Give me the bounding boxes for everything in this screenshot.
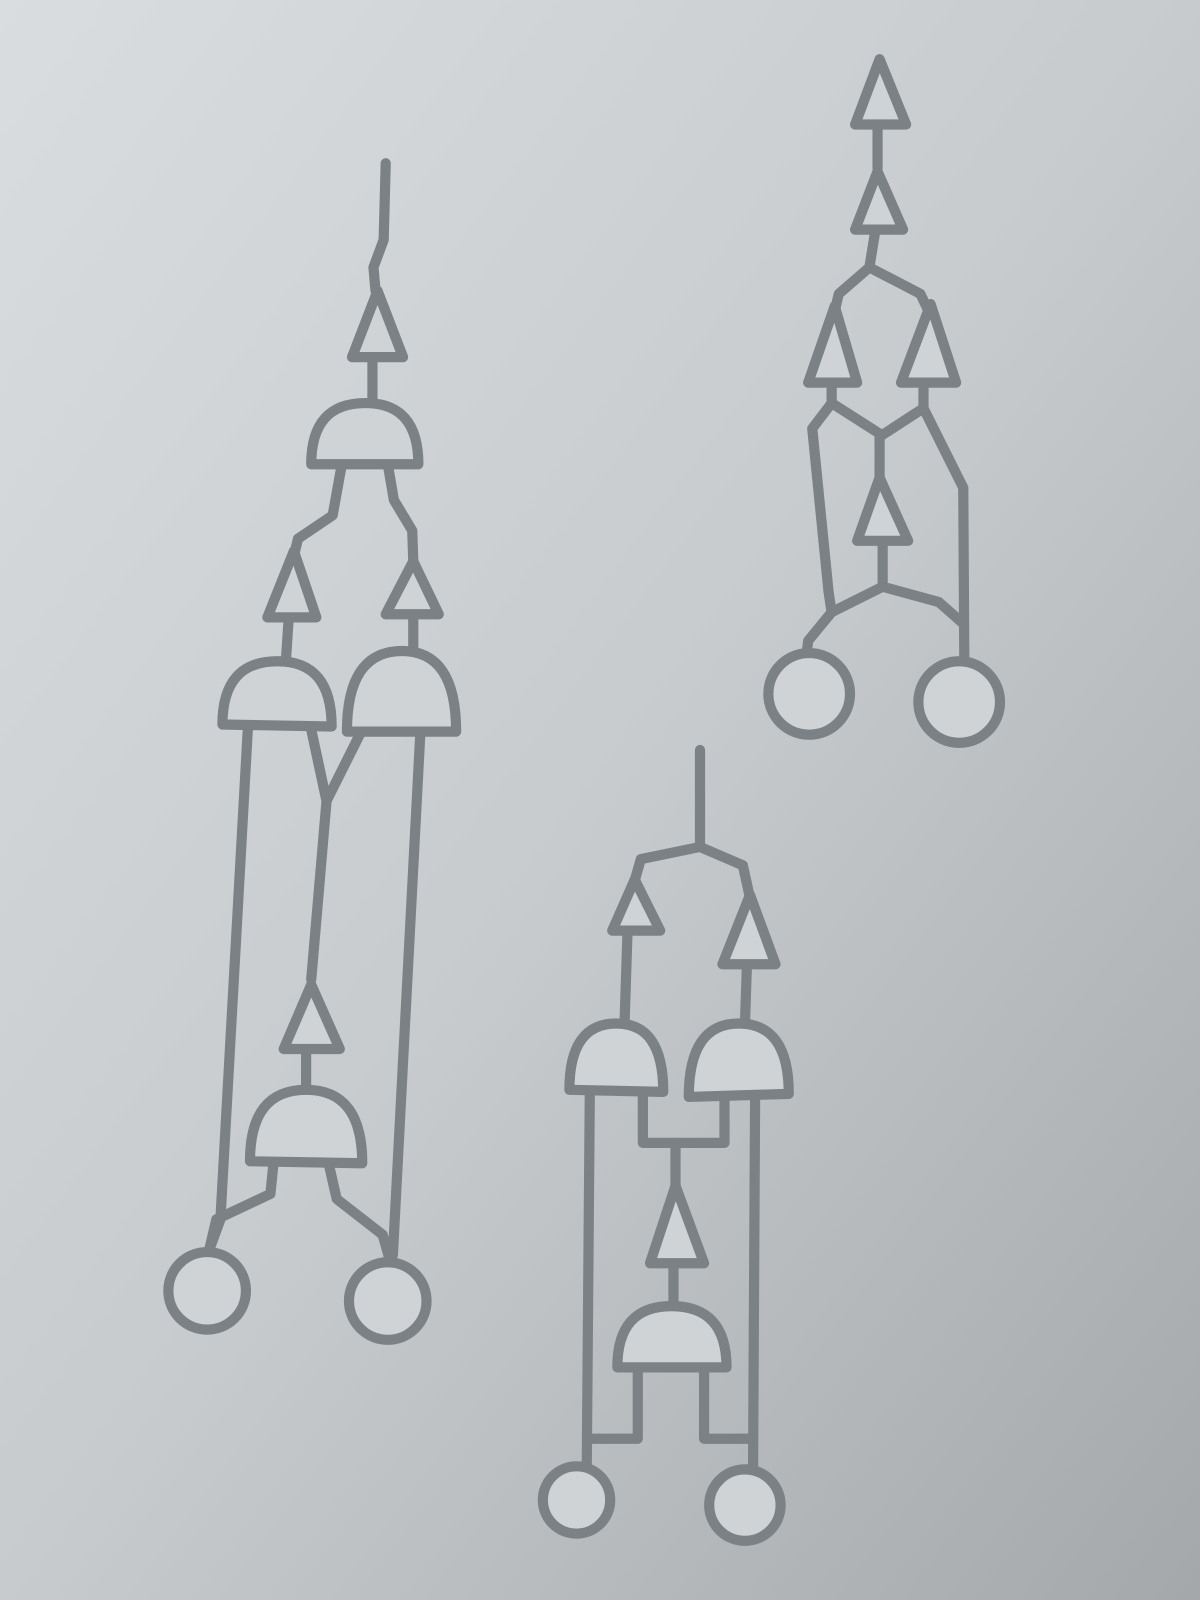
- left-circuit: [163, 158, 462, 1345]
- bottom-circuit: [537, 744, 794, 1546]
- top-right-circuit: [763, 54, 1006, 748]
